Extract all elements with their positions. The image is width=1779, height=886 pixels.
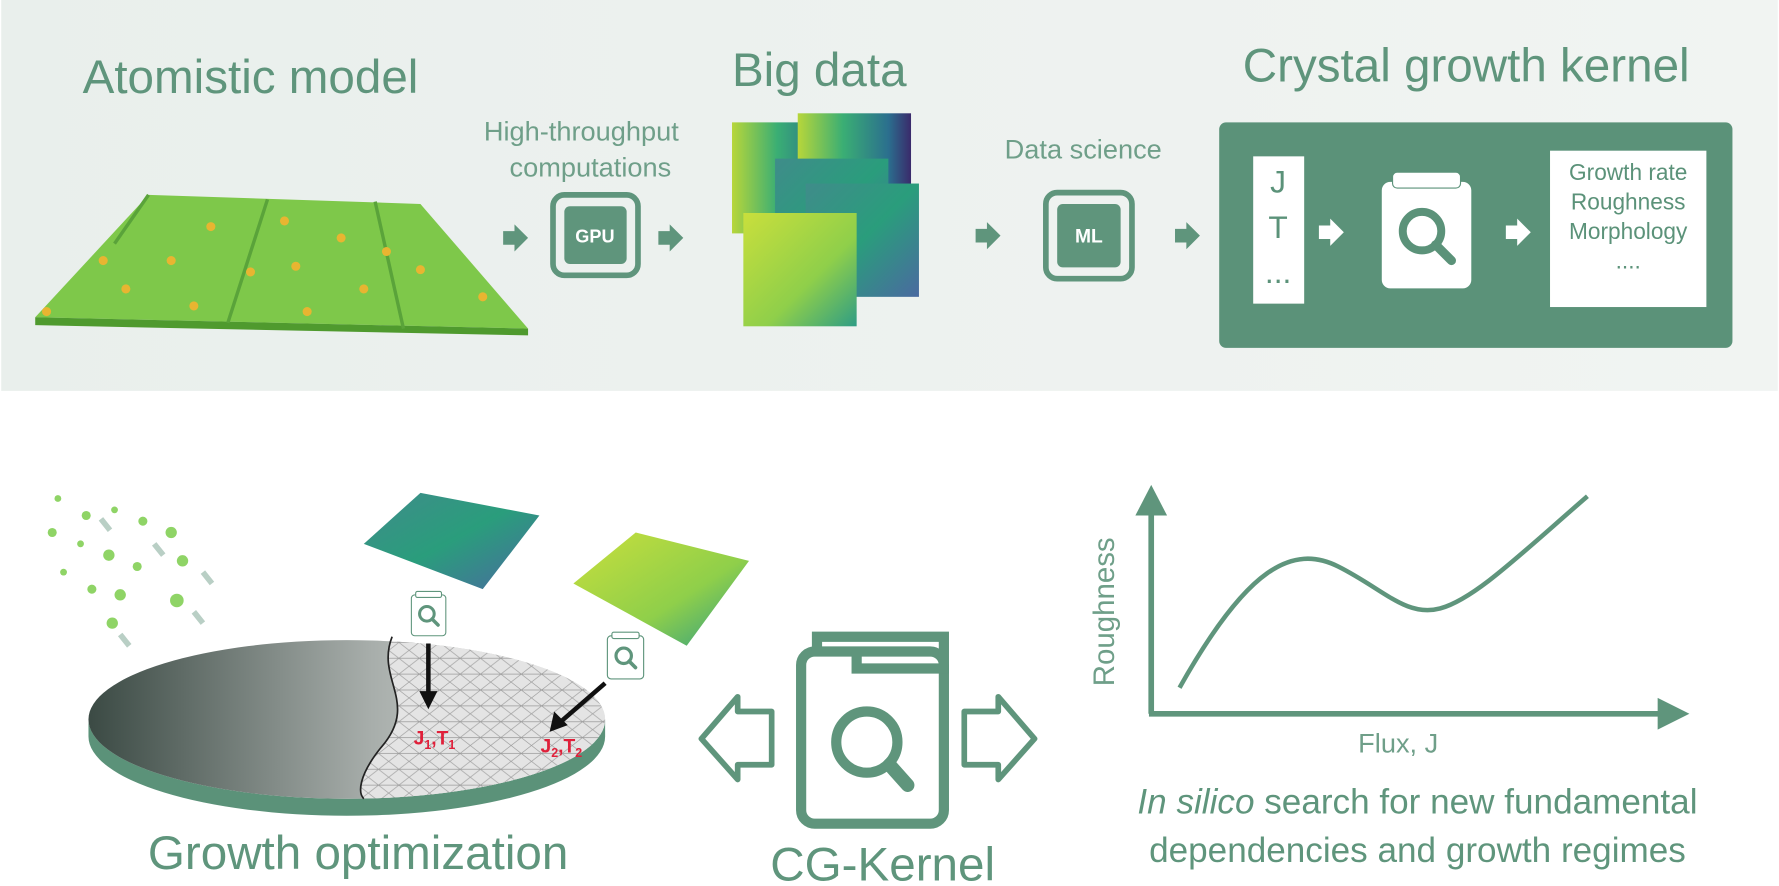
output: Growth rate (1569, 159, 1687, 185)
book-icon (409, 589, 448, 638)
surface-image (363, 492, 540, 590)
label: High-throughput (484, 115, 679, 146)
atomistic-slab (35, 193, 529, 336)
ml-chip (1043, 189, 1135, 282)
gpu-chip (550, 192, 641, 279)
label: computations (510, 152, 672, 183)
plot (1148, 494, 1662, 717)
gpu-label: GPU (575, 226, 614, 246)
arrow-head (419, 691, 438, 710)
input: ... (1265, 254, 1291, 290)
ml-label: ML (1075, 226, 1103, 247)
axis-arrow (1657, 697, 1690, 730)
wafer (88, 636, 606, 816)
cg-kernel-label: CG-Kernel (770, 838, 995, 886)
input: J (1270, 164, 1286, 200)
pointer-arrows (426, 643, 607, 723)
big-data-title: Big data (732, 44, 907, 97)
axis-arrow (1135, 484, 1168, 516)
caption: dependencies and growth regimes (1149, 831, 1686, 870)
particles (47, 495, 215, 648)
big-book-icon (796, 631, 949, 829)
output: Morphology (1569, 218, 1688, 244)
label: Data science (1005, 134, 1162, 165)
book-icon (1381, 172, 1472, 289)
point-label: J2,T2 (541, 736, 583, 760)
output: Roughness (1571, 189, 1686, 215)
output: .... (1616, 248, 1641, 274)
atomistic-title: Atomistic model (83, 51, 419, 104)
book-icon (605, 630, 646, 681)
kernel-title: Crystal growth kernel (1243, 40, 1690, 93)
surface-image (573, 532, 750, 646)
caption: In silico search for new fundamental (1137, 782, 1697, 821)
hollow-arrow (698, 693, 775, 783)
hollow-arrow (961, 693, 1038, 783)
input: T (1268, 209, 1287, 245)
y-axis-label: Roughness (1088, 537, 1121, 686)
data-images (732, 113, 919, 327)
arrow-head (549, 711, 568, 732)
point-label: J1,T1 (414, 728, 456, 752)
growth-title: Growth optimization (148, 827, 568, 880)
output-box (1550, 150, 1707, 308)
x-axis-label: Flux, J (1358, 727, 1438, 758)
input-box (1253, 156, 1305, 304)
